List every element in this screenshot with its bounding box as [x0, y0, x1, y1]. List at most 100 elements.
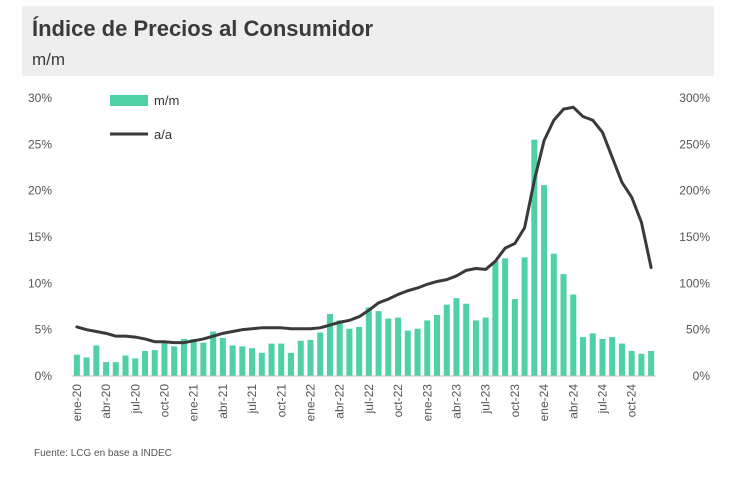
x-tick-label: oct-22: [391, 384, 405, 418]
x-tick-label: abr-21: [216, 384, 230, 419]
bar-mm-dic-23: [531, 139, 538, 376]
bar-mm-dic-21: [297, 340, 304, 376]
y-left-tick-label: 0%: [35, 369, 53, 383]
bar-mm-oct-24: [628, 350, 635, 376]
chart-header: Índice de Precios al Consumidor m/m: [22, 6, 714, 76]
legend-swatch-mm: [110, 95, 148, 106]
bar-mm-mar-22: [326, 313, 333, 376]
bar-mm-jun-20: [122, 355, 129, 376]
bar-mm-feb-22: [317, 332, 324, 376]
bar-mm-nov-24: [638, 353, 645, 376]
bar-mm-dic-22: [414, 328, 421, 376]
x-tick-label: jul-22: [362, 384, 376, 415]
x-tick-label: ene-22: [303, 384, 317, 422]
x-tick-label: jul-23: [479, 384, 493, 415]
bar-mm-abr-21: [219, 338, 226, 376]
bar-mm-may-21: [229, 345, 236, 376]
chart-subtitle: m/m: [32, 50, 66, 69]
y-right-tick-label: 300%: [679, 91, 710, 105]
bar-mm-ago-24: [609, 337, 616, 376]
bar-mm-ago-21: [258, 352, 265, 376]
bar-mm-jul-24: [599, 338, 606, 376]
bar-mm-ene-21: [190, 338, 197, 376]
x-tick-label: ene-21: [187, 384, 201, 422]
y-right-tick-label: 50%: [686, 323, 710, 337]
bar-mm-nov-21: [287, 352, 295, 376]
bar-mm-dic-20: [180, 338, 187, 376]
bar-mm-nov-20: [171, 346, 178, 376]
y-right-tick-label: 250%: [679, 137, 710, 151]
legend: m/m a/a: [110, 93, 179, 142]
x-tick-label: ene-24: [537, 384, 551, 422]
bar-mm-nov-23: [521, 257, 528, 376]
bar-mm-feb-21: [200, 342, 207, 376]
y-axis-left: 0% 5% 10% 15% 20% 25% 30%: [28, 91, 52, 383]
bar-mm-sep-21: [268, 343, 275, 376]
bar-mm-sep-22: [385, 318, 392, 376]
bar-mm-jul-23: [482, 317, 489, 376]
x-tick-label: abr-20: [99, 384, 113, 419]
bar-mm-jun-21: [239, 346, 246, 376]
bar-mm-mar-21: [210, 331, 217, 376]
x-axis: ene-20 abr-20 jul-20 oct-20 ene-21 abr-21 jul-…: [70, 375, 656, 422]
bar-mm-sep-23: [502, 258, 509, 376]
bar-mm-ene-23: [424, 320, 431, 376]
bar-mm-sep-24: [618, 343, 625, 376]
x-tick-label: jul-21: [245, 384, 259, 415]
bar-mm-may-23: [463, 303, 470, 376]
legend-label-aa: a/a: [154, 127, 173, 142]
source-note: Fuente: LCG en base a INDEC: [34, 448, 172, 459]
legend-label-mm: m/m: [154, 93, 179, 108]
bar-mm-ene-22: [307, 339, 314, 376]
bar-mm-ago-22: [375, 311, 382, 376]
bar-mm-jul-22: [365, 307, 372, 376]
y-right-tick-label: 100%: [679, 276, 710, 290]
bar-mm-mar-23: [443, 304, 450, 376]
x-tick-label: abr-23: [449, 384, 463, 419]
bar-mm-oct-23: [511, 299, 518, 376]
x-tick-label: ene-23: [420, 384, 434, 422]
x-tick-label: abr-24: [566, 384, 580, 419]
y-right-tick-label: 0%: [693, 369, 711, 383]
line-aa: [75, 105, 653, 345]
y-right-tick-label: 150%: [679, 230, 710, 244]
bar-mm-dic-24: [648, 350, 655, 376]
bar-mm-nov-22: [404, 330, 411, 376]
bar-mm-abr-22: [336, 320, 343, 376]
bar-mm-abr-20: [103, 362, 110, 376]
x-tick-label: oct-23: [508, 384, 522, 418]
bar-mm-jun-22: [356, 326, 363, 376]
bar-mm-mar-24: [560, 274, 567, 376]
bar-mm-sep-20: [151, 350, 158, 376]
bar-mm-feb-23: [433, 314, 441, 376]
y-right-tick-label: 200%: [679, 184, 710, 198]
x-tick-label: oct-21: [274, 384, 288, 418]
y-axis-right: 0% 50% 100% 150% 200% 250% 300%: [679, 91, 710, 383]
bar-mm-jul-20: [132, 358, 139, 376]
x-tick-label: oct-20: [157, 384, 171, 418]
bar-mm-ago-20: [141, 350, 149, 376]
y-left-tick-label: 25%: [28, 137, 52, 151]
bar-mm-ene-24: [541, 185, 548, 376]
bar-mm-oct-21: [278, 343, 285, 376]
bar-mm-oct-22: [395, 317, 402, 376]
bar-mm-jun-24: [589, 333, 596, 376]
x-tick-label: abr-22: [333, 384, 347, 419]
bar-mm-ago-23: [492, 261, 499, 376]
bar-mm-feb-24: [550, 253, 557, 376]
chart-title: Índice de Precios al Consumidor: [32, 16, 374, 41]
bar-mm-oct-20: [161, 340, 168, 376]
bar-mm-mar-20: [93, 345, 100, 376]
x-tick-label: jul-24: [595, 384, 609, 415]
bar-mm-jun-23: [472, 320, 479, 376]
y-left-tick-label: 30%: [28, 91, 52, 105]
bar-mm-ene-20: [73, 354, 80, 376]
y-left-tick-label: 20%: [28, 184, 52, 198]
bar-mm-jul-21: [249, 348, 256, 376]
y-left-tick-label: 5%: [35, 323, 53, 337]
bar-mm-abr-23: [453, 298, 460, 376]
bar-mm-feb-20: [83, 357, 90, 376]
y-left-tick-label: 15%: [28, 230, 52, 244]
bar-mm-abr-24: [570, 294, 577, 376]
